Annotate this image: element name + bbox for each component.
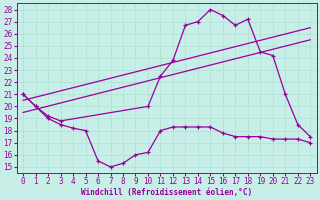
X-axis label: Windchill (Refroidissement éolien,°C): Windchill (Refroidissement éolien,°C) — [81, 188, 252, 197]
